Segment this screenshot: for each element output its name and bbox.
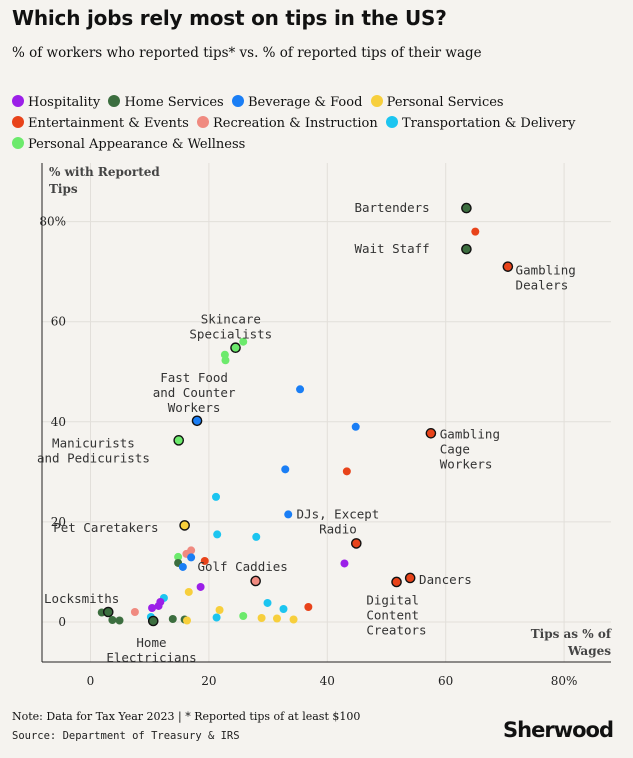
scatter-point (263, 598, 272, 607)
y-tick-label: 80% (39, 215, 66, 229)
y-axis-label-line2: Tips (49, 182, 78, 196)
scatter-point (230, 342, 241, 354)
scatter-point (173, 435, 185, 446)
scatter-point (108, 615, 117, 624)
scatter-point (252, 532, 261, 541)
scatter-point (212, 492, 221, 501)
scatter-point (279, 604, 288, 613)
scatter-point (215, 605, 224, 614)
scatter-point (351, 422, 360, 431)
scatter-point (187, 553, 196, 562)
legend-item-entertainment-events: Entertainment & Events (12, 116, 189, 131)
point-annotation: Golf Caddies (197, 559, 287, 574)
legend-item-personal-appearance: Personal Appearance & Wellness (12, 137, 245, 152)
scatter-point (102, 606, 114, 618)
scatter-point (184, 587, 193, 596)
scatter-point (461, 243, 472, 255)
scatter-point (196, 582, 205, 591)
scatter-point (250, 575, 261, 587)
legend-dot-icon (370, 95, 383, 107)
scatter-point (130, 607, 139, 616)
scatter-point (502, 261, 514, 272)
scatter-point (239, 611, 248, 620)
scatter-point (289, 615, 298, 624)
legend-dot-icon (197, 116, 210, 128)
legend-dot-icon (12, 137, 24, 149)
point-annotation: Locksmiths (44, 591, 119, 606)
point-annotation: Skincare Specialists (189, 312, 272, 342)
point-annotation: Gambling Cage Workers (440, 426, 500, 471)
scatter-point (212, 613, 221, 622)
point-annotation: DJs, Except Radio (297, 506, 380, 536)
legend-dot-icon (12, 116, 24, 128)
x-tick-label: 60 (438, 674, 453, 688)
scatter-point (284, 510, 293, 519)
legend-item-beverage-food: Beverage & Food (232, 95, 362, 110)
scatter-point (221, 356, 230, 365)
scatter-point (342, 467, 351, 476)
scatter-point (471, 227, 480, 236)
x-tick-label: 40 (320, 674, 335, 688)
y-tick-label: 40 (51, 415, 66, 429)
point-annotation: Dancers (419, 572, 472, 587)
scatter-point (182, 616, 191, 625)
scatter-point (213, 530, 222, 539)
chart-subtitle: % of workers who reported tips* vs. % of… (12, 45, 482, 61)
scatter-point (461, 202, 472, 214)
point-annotation: Wait Staff (354, 241, 429, 256)
point-annotation: Digital Content Creators (366, 592, 426, 637)
x-axis-label-line2: Wages (567, 644, 611, 658)
scatter-point (304, 602, 313, 611)
scatter-point (168, 614, 177, 623)
y-tick-label: 60 (51, 315, 66, 329)
x-axis-label-line1: Tips as % of (531, 627, 612, 641)
point-annotation: Fast Food and Counter Workers (153, 370, 236, 415)
y-tick-label: 0 (58, 615, 66, 629)
legend-dot-icon (385, 116, 398, 128)
scatter-point (174, 552, 183, 561)
legend-dot-icon (108, 95, 121, 107)
scatter-point (281, 465, 290, 474)
scatter-point (425, 428, 437, 439)
scatter-point (239, 337, 248, 346)
y-axis-label-line1: % with Reported (49, 165, 160, 179)
point-annotation: Home Electricians (106, 635, 196, 665)
point-annotation: Pet Caretakers (53, 520, 158, 535)
point-annotation: Bartenders (354, 200, 429, 215)
scatter-point (272, 614, 281, 623)
scatter-point (154, 601, 163, 610)
scatter-point (257, 613, 266, 622)
scatter-point (200, 556, 209, 565)
scatter-point (391, 576, 402, 588)
scatter-point (296, 385, 305, 394)
legend-item-home-services: Home Services (108, 95, 224, 110)
legend-dot-icon (12, 95, 24, 107)
scatter-point (404, 572, 416, 584)
scatter-point (147, 615, 159, 627)
brand-logo: Sherwood (503, 718, 614, 742)
point-annotation: Manicurists and Pedicurists (37, 435, 150, 465)
chart-title: Which jobs rely most on tips in the US? (12, 6, 447, 30)
scatter-point (179, 520, 190, 531)
scatter-point (115, 616, 124, 625)
point-annotation: Gambling Dealers (516, 263, 576, 293)
legend-dot-icon (232, 95, 244, 107)
source-note: Source: Department of Treasury & IRS (12, 730, 240, 742)
x-tick-label: 0 (87, 674, 95, 688)
scatter-point (148, 603, 157, 612)
legend: Hospitality Home Services Beverage & Foo… (12, 92, 622, 155)
y-tick-label: 20 (51, 515, 66, 529)
legend-item-hospitality: Hospitality (12, 95, 100, 110)
x-tick-label: 20 (201, 674, 216, 688)
scatter-point (351, 538, 362, 549)
scatter-point (178, 562, 187, 571)
legend-item-recreation-instruction: Recreation & Instruction (197, 116, 378, 131)
legend-item-personal-services: Personal Services (370, 95, 504, 110)
scatter-point (340, 559, 349, 568)
footnote: Note: Data for Tax Year 2023 | * Reporte… (12, 710, 361, 723)
legend-item-transportation-delivery: Transportation & Delivery (385, 116, 575, 131)
x-tick-label: 80% (551, 674, 578, 688)
scatter-point (191, 415, 203, 427)
